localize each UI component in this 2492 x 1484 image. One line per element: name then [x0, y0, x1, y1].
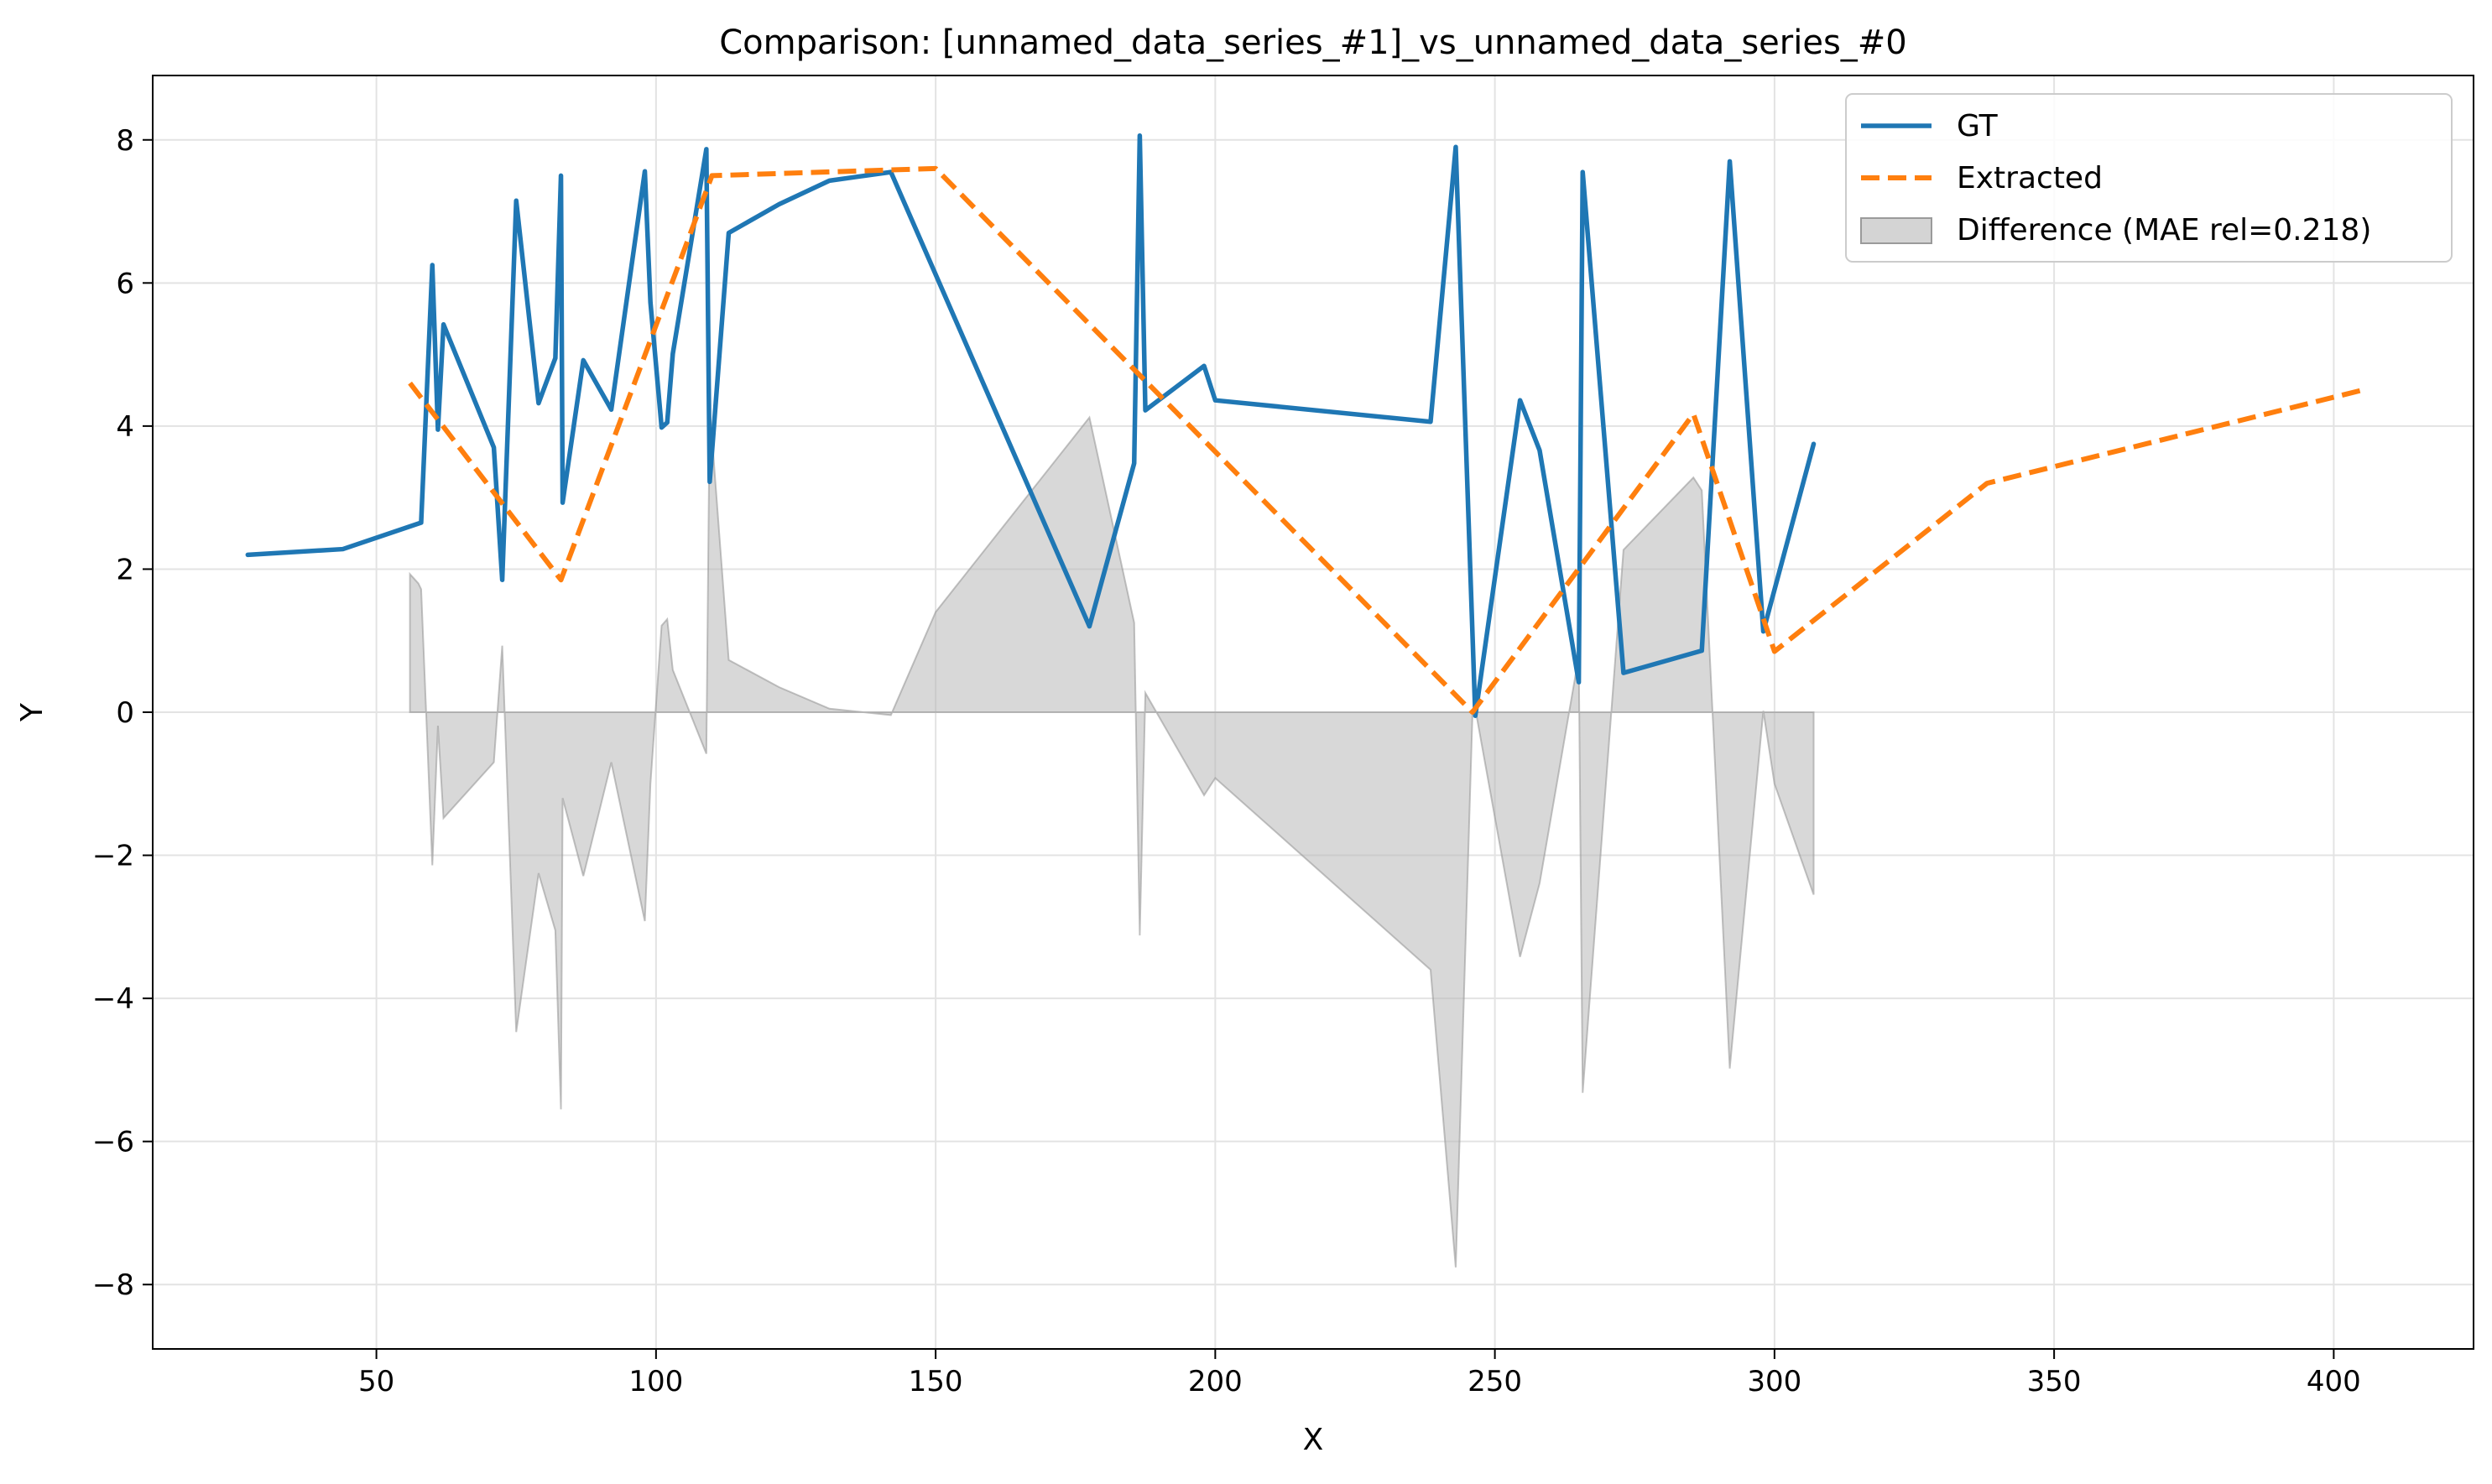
x-tick-label: 400: [2307, 1365, 2361, 1398]
y-axis-label: Y: [15, 702, 50, 722]
x-axis-label: X: [1303, 1423, 1324, 1457]
legend-box: [1845, 93, 2453, 263]
x-tick-label: 150: [909, 1365, 963, 1398]
y-tick-label: 8: [116, 124, 134, 158]
legend-difference-label: Difference (MAE rel=0.218): [1957, 213, 2371, 247]
tick-layer: 50 100 150 200 250 300 350 400 −8 −6 −4 −2 0 2 4 6 8: [92, 124, 2361, 1398]
x-tick-label: 50: [358, 1365, 394, 1398]
y-tick-label: −4: [92, 982, 134, 1016]
extracted-series-line: [408, 165, 2363, 715]
legend: GT Extracted Difference (MAE rel=0.218): [1845, 93, 2453, 263]
x-tick-label: 100: [628, 1365, 683, 1398]
extracted-data-point: [2361, 390, 2362, 391]
y-tick-label: −6: [92, 1126, 134, 1159]
gt-series-line: [245, 133, 1817, 719]
y-tick-label: 6: [116, 267, 134, 300]
chart-title: Comparison: [unnamed_data_series_#1]_vs_…: [719, 23, 1907, 62]
legend-gt-label: GT: [1957, 109, 1999, 143]
x-tick-label: 200: [1188, 1365, 1243, 1398]
x-tick-label: 300: [1747, 1365, 1801, 1398]
y-tick-label: −8: [92, 1268, 134, 1302]
legend-extracted-label: Extracted: [1957, 161, 2103, 195]
series-layer: [245, 133, 2363, 1268]
x-tick-label: 350: [2027, 1365, 2082, 1398]
y-tick-label: 0: [116, 696, 134, 730]
legend-difference-swatch: [1860, 217, 1932, 244]
x-tick-label: 250: [1468, 1365, 1522, 1398]
y-tick-label: −2: [92, 840, 134, 873]
y-tick-label: 4: [116, 410, 134, 444]
difference-area: [409, 406, 1815, 1268]
y-tick-label: 2: [116, 553, 134, 586]
